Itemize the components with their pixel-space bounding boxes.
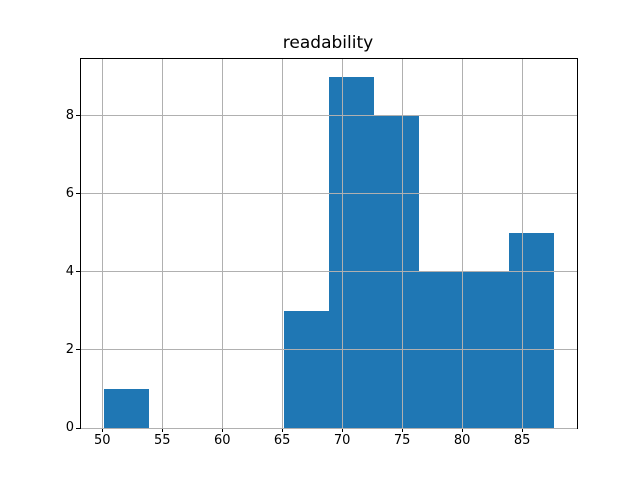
histogram-bar: [329, 76, 375, 428]
x-tick-mark: [221, 428, 223, 432]
y-tick-mark: [76, 427, 80, 429]
gridline: [461, 59, 463, 428]
gridline: [281, 59, 283, 428]
gridline: [81, 271, 577, 273]
x-tick-label: 85: [513, 433, 531, 448]
gridline: [221, 59, 223, 428]
histogram-bar: [509, 232, 555, 428]
x-tick-mark: [341, 428, 343, 432]
gridline: [341, 59, 343, 428]
y-tick-label: 6: [65, 185, 74, 201]
x-tick-label: 60: [214, 433, 231, 448]
gridline: [81, 115, 577, 117]
x-tick-label: 65: [273, 433, 291, 448]
y-tick-label: 0: [65, 420, 74, 435]
gridline: [81, 193, 577, 195]
x-tick-mark: [401, 428, 403, 432]
gridline: [161, 59, 163, 428]
gridline: [401, 59, 403, 428]
y-tick-mark: [76, 115, 80, 117]
x-tick-label: 80: [453, 433, 471, 448]
gridline: [81, 349, 577, 351]
plot-area: 50 55 60 65 70 75 80 85 0 2 4 6 8: [66, 58, 578, 448]
x-tick-label: 50: [94, 433, 111, 448]
y-tick-label: 2: [65, 341, 74, 357]
y-tick-mark: [76, 349, 80, 351]
x-tick-label: 55: [154, 433, 171, 448]
x-tick-label: 75: [393, 433, 411, 448]
x-tick-mark: [101, 428, 103, 432]
x-tick-mark: [161, 428, 163, 432]
chart-title: readability: [282, 33, 374, 53]
gridline: [81, 427, 577, 429]
y-tick-label: 8: [65, 107, 74, 123]
gridline: [101, 59, 103, 428]
x-tick-mark: [521, 428, 523, 432]
histogram-bar: [103, 389, 149, 428]
gridline: [521, 59, 523, 428]
y-tick-mark: [76, 271, 80, 273]
histogram-bar: [283, 310, 329, 428]
x-tick-mark: [461, 428, 463, 432]
y-tick-label: 4: [65, 263, 74, 279]
y-tick-mark: [76, 193, 80, 195]
x-tick-mark: [281, 428, 283, 432]
x-tick-label: 70: [333, 433, 351, 448]
